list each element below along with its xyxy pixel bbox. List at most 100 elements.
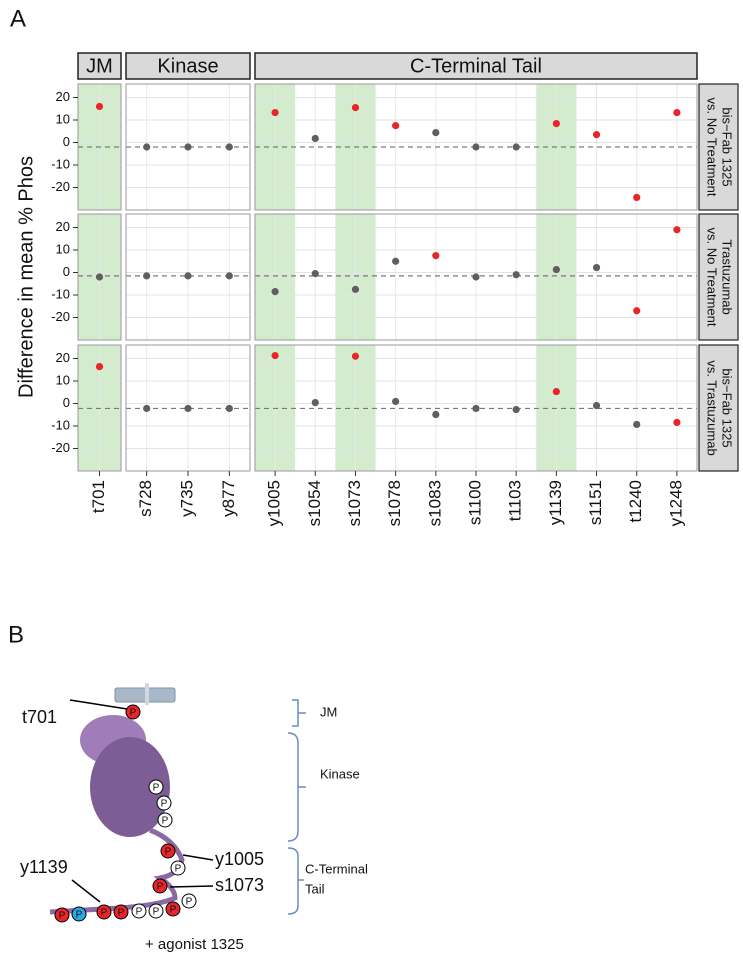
site-label: t701 (22, 707, 57, 727)
point (143, 272, 151, 280)
domain-label: C-Terminal (305, 861, 368, 876)
panel-label: B (8, 621, 24, 648)
x-tick-label: y735 (177, 480, 196, 517)
point (271, 288, 279, 296)
point (552, 387, 560, 396)
point (552, 120, 560, 128)
phospho-label: P (161, 799, 168, 810)
x-tick-label: s1073 (345, 480, 364, 526)
y-tick-label: -20 (51, 440, 70, 455)
phospho-label: P (76, 910, 83, 921)
y-tick-label: 10 (56, 241, 70, 256)
point (472, 404, 480, 413)
row-label: bis−Fab 1325 (720, 368, 735, 447)
phospho-label: P (136, 907, 143, 918)
point (633, 307, 641, 315)
phospho-site (125, 704, 141, 720)
x-tick-label: y1248 (666, 480, 685, 526)
y-tick-label: -10 (51, 286, 70, 301)
panel-border (77, 83, 122, 211)
panel-border (254, 213, 698, 341)
phospho-label: P (153, 907, 160, 918)
row-strip (698, 83, 739, 211)
phospho-site (96, 904, 112, 920)
arrow (69, 699, 128, 710)
panel-border (77, 213, 122, 341)
domain-label: Kinase (320, 766, 360, 781)
phospho-label: P (186, 897, 193, 908)
membrane (145, 683, 149, 705)
phospho-label: P (118, 908, 125, 919)
phospho-site (71, 906, 87, 922)
arrow (169, 885, 214, 888)
y-tick-label: 10 (56, 372, 70, 387)
point (472, 143, 480, 151)
panel-border (125, 83, 251, 211)
phospho-site (156, 795, 172, 811)
point (351, 352, 360, 360)
y-tick-label: -10 (51, 417, 70, 432)
point (184, 143, 192, 151)
point (271, 108, 279, 117)
point (633, 193, 641, 201)
phospho-site (148, 903, 164, 919)
point (512, 271, 520, 279)
strip-header (125, 52, 251, 80)
point (143, 404, 151, 413)
point (184, 272, 192, 280)
phospho-label: P (165, 847, 172, 858)
phospho-label: P (59, 911, 66, 922)
point (351, 104, 360, 112)
x-tick-label: s728 (136, 480, 155, 517)
strip-header (77, 52, 122, 80)
x-tick-label: s1100 (465, 480, 484, 525)
point (95, 102, 104, 111)
phospho-label: P (170, 905, 177, 916)
row-label: vs. Trastuzumab (705, 360, 720, 455)
phospho-label: P (153, 783, 160, 794)
strip-label: C-Terminal Tail (410, 55, 542, 77)
point (311, 134, 319, 143)
row-label: vs. No Treatment (705, 228, 720, 327)
caption: + agonist 1325 (145, 936, 244, 953)
point (311, 399, 319, 407)
plot: JM Kinase C-Terminal Tail -20 -10 0 10 20 bis−Fa… (51, 52, 739, 526)
point (592, 263, 601, 272)
phospho-site (165, 901, 181, 917)
x-tick-label: s1054 (305, 480, 324, 526)
point (432, 410, 440, 419)
y-tick-label: 0 (63, 264, 70, 279)
panel-border (254, 83, 698, 211)
x-tick-label: s1078 (385, 480, 404, 526)
point (633, 420, 641, 429)
phospho-site (157, 812, 173, 828)
phospho-label: P (175, 864, 182, 875)
bracket (292, 699, 306, 727)
site-label: y1005 (215, 849, 264, 869)
y-axis-title: Difference in mean % Phos (15, 156, 37, 398)
y-tick-label: -10 (51, 156, 70, 171)
point (351, 285, 360, 293)
phospho-site (131, 903, 147, 919)
arrow (71, 879, 101, 903)
panel-border (125, 213, 251, 341)
point (311, 270, 319, 278)
y-tick-label: 20 (56, 350, 70, 365)
point (225, 272, 233, 280)
y-tick-label: 20 (56, 219, 70, 234)
x-tick-label: s1083 (425, 480, 444, 526)
phospho-site (54, 907, 70, 923)
y-tick-label: -20 (51, 309, 70, 324)
point (552, 265, 560, 274)
bracket (287, 847, 304, 915)
y-tick-label: 10 (56, 111, 70, 126)
point (592, 401, 601, 410)
point (225, 404, 233, 413)
phospho-label: P (130, 708, 137, 719)
phospho-label: P (162, 816, 169, 827)
point (184, 404, 192, 413)
x-tick-label: s1151 (586, 480, 605, 525)
point (512, 143, 520, 151)
point (673, 418, 681, 426)
